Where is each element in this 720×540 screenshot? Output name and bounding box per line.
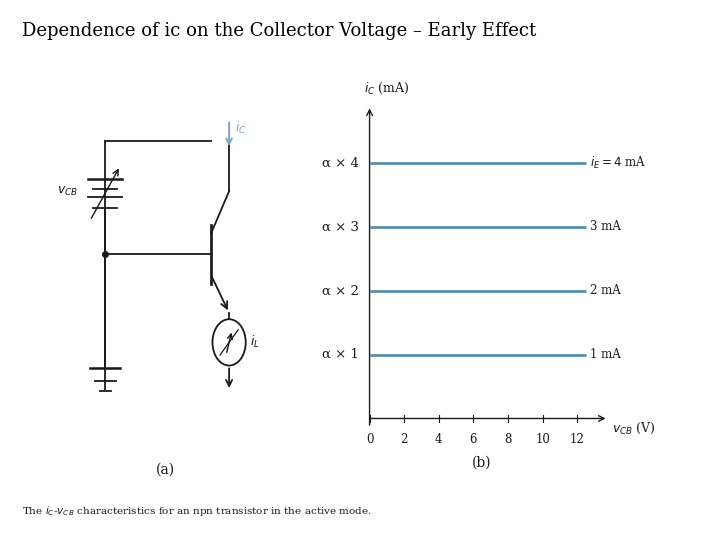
Text: (b): (b) [472, 455, 492, 469]
Text: 10: 10 [535, 433, 550, 446]
Text: 6: 6 [469, 433, 477, 446]
Text: $i_L$: $i_L$ [251, 334, 260, 350]
Text: 0: 0 [366, 433, 373, 446]
Text: 8: 8 [505, 433, 512, 446]
Text: α × 2: α × 2 [323, 284, 359, 297]
Text: 4: 4 [435, 433, 443, 446]
Text: $i_E = 4$ mA: $i_E = 4$ mA [590, 155, 647, 171]
Text: $v_{CB}$ (V): $v_{CB}$ (V) [612, 421, 656, 436]
Text: α × 3: α × 3 [322, 220, 359, 233]
Text: 3 mA: 3 mA [590, 220, 621, 233]
Text: (a): (a) [156, 462, 175, 476]
Text: $v_{CB}$: $v_{CB}$ [57, 185, 78, 198]
Text: Dependence of ic on the Collector Voltage – Early Effect: Dependence of ic on the Collector Voltag… [22, 22, 536, 39]
Text: α × 4: α × 4 [323, 157, 359, 170]
Text: 12: 12 [570, 433, 585, 446]
Text: 1 mA: 1 mA [590, 348, 621, 361]
Text: 2: 2 [400, 433, 408, 446]
Text: The $i_C$-$v_{CB}$ characteristics for an npn transistor in the active mode.: The $i_C$-$v_{CB}$ characteristics for a… [22, 504, 372, 518]
Text: $i_C$ (mA): $i_C$ (mA) [364, 81, 410, 96]
Text: α × 1: α × 1 [323, 348, 359, 361]
Text: 2 mA: 2 mA [590, 284, 621, 297]
Text: $i_C$: $i_C$ [235, 120, 247, 136]
